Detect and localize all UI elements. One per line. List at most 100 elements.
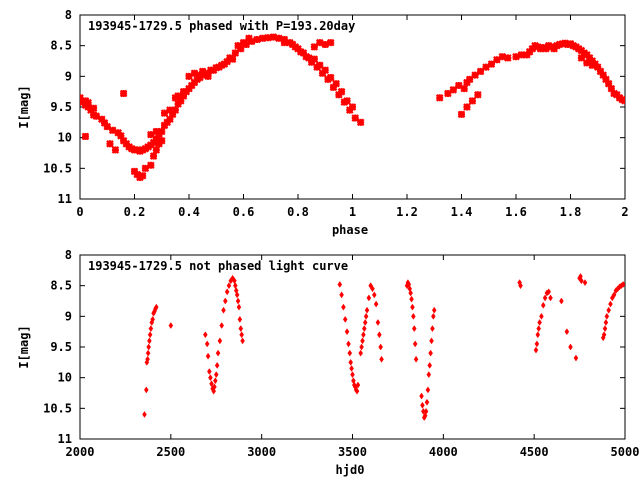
x-ticks: 0 0.2 0.4 0.6 0.8 1 1.2 1.4 1.6 1.8 2 bbox=[76, 15, 629, 219]
y-axis-label: I[mag] bbox=[17, 85, 31, 128]
data-point bbox=[487, 60, 496, 68]
x-tick-label: 5000 bbox=[611, 445, 640, 459]
data-point bbox=[141, 164, 150, 173]
data-point bbox=[361, 331, 366, 339]
data-point bbox=[235, 297, 241, 305]
data-points bbox=[142, 273, 625, 421]
y-axis-label: I[mag] bbox=[17, 325, 31, 368]
data-points bbox=[80, 33, 625, 182]
data-point bbox=[166, 106, 174, 114]
data-point bbox=[316, 38, 324, 47]
data-point bbox=[211, 387, 217, 395]
data-point bbox=[548, 294, 553, 302]
y-tick-label: 8.5 bbox=[50, 39, 72, 53]
data-point bbox=[100, 119, 109, 127]
data-point bbox=[217, 61, 226, 70]
data-point bbox=[348, 358, 353, 366]
data-point bbox=[81, 132, 90, 141]
data-point bbox=[599, 71, 607, 79]
data-point bbox=[212, 383, 217, 391]
data-point bbox=[579, 277, 584, 285]
data-point bbox=[465, 75, 474, 84]
data-point bbox=[190, 69, 199, 78]
data-point bbox=[577, 54, 586, 62]
data-point bbox=[168, 322, 174, 329]
data-point bbox=[321, 40, 330, 49]
data-point bbox=[204, 72, 212, 81]
data-point bbox=[157, 136, 166, 145]
data-point bbox=[588, 61, 597, 70]
data-point bbox=[419, 392, 424, 400]
data-point bbox=[92, 112, 101, 120]
data-point bbox=[166, 115, 174, 124]
data-point bbox=[537, 319, 542, 326]
data-point bbox=[536, 325, 542, 333]
data-point bbox=[460, 84, 469, 93]
data-point bbox=[213, 377, 218, 385]
data-point bbox=[207, 368, 212, 375]
data-point bbox=[362, 325, 367, 333]
data-point bbox=[337, 280, 343, 288]
data-point bbox=[468, 97, 477, 105]
data-point bbox=[224, 288, 230, 296]
data-point bbox=[339, 291, 344, 299]
data-point bbox=[351, 114, 360, 122]
data-point bbox=[239, 38, 248, 47]
x-tick-label: 2500 bbox=[156, 445, 185, 459]
y-tick-label: 8 bbox=[65, 248, 72, 262]
data-point bbox=[621, 97, 625, 105]
data-point bbox=[540, 301, 546, 309]
data-point bbox=[150, 315, 155, 323]
data-point bbox=[145, 349, 151, 357]
data-point bbox=[288, 40, 297, 49]
data-point bbox=[431, 312, 436, 320]
data-point bbox=[214, 361, 220, 369]
data-point bbox=[147, 337, 152, 345]
data-point bbox=[205, 352, 211, 360]
data-point bbox=[533, 346, 539, 354]
x-tick-label: 0.6 bbox=[233, 205, 255, 219]
data-point bbox=[378, 343, 383, 351]
data-point bbox=[564, 328, 570, 336]
data-point bbox=[240, 337, 245, 345]
data-point bbox=[375, 319, 381, 326]
data-point bbox=[471, 71, 479, 79]
y-tick-label: 11 bbox=[58, 192, 72, 206]
data-point bbox=[213, 371, 219, 379]
data-point bbox=[147, 161, 155, 170]
data-point bbox=[420, 401, 425, 409]
data-point bbox=[138, 171, 147, 180]
raw-light-curve-panel: 2000 2500 3000 3500 4000 4500 5000 8 8.5 9 9.5 10 1… bbox=[17, 248, 639, 477]
data-point bbox=[177, 97, 185, 105]
y-tick-label: 9.5 bbox=[50, 340, 72, 354]
data-point bbox=[426, 371, 432, 379]
data-point bbox=[583, 59, 591, 67]
data-point bbox=[517, 51, 526, 59]
data-point bbox=[168, 110, 177, 119]
x-tick-label: 1.4 bbox=[451, 205, 473, 219]
data-point bbox=[424, 398, 430, 406]
y-tick-label: 9.5 bbox=[50, 100, 72, 114]
x-tick-label: 3000 bbox=[247, 445, 276, 459]
data-point bbox=[428, 349, 433, 357]
x-tick-label: 2000 bbox=[66, 445, 95, 459]
data-point bbox=[371, 291, 377, 299]
data-point bbox=[326, 38, 335, 47]
data-point bbox=[174, 92, 182, 100]
data-point bbox=[275, 34, 283, 43]
data-point bbox=[228, 55, 237, 63]
data-point bbox=[212, 63, 221, 72]
data-point bbox=[344, 328, 350, 336]
data-point bbox=[106, 140, 114, 148]
x-tick-label: 1.8 bbox=[560, 205, 582, 219]
data-point bbox=[534, 340, 540, 348]
data-point bbox=[103, 122, 112, 131]
data-point bbox=[518, 282, 523, 290]
data-point bbox=[349, 365, 354, 372]
data-point bbox=[226, 282, 232, 290]
data-point bbox=[457, 110, 466, 119]
data-point bbox=[221, 306, 226, 314]
data-point bbox=[348, 103, 357, 111]
data-point bbox=[603, 319, 609, 326]
x-axis-label: hjd0 bbox=[336, 463, 365, 477]
